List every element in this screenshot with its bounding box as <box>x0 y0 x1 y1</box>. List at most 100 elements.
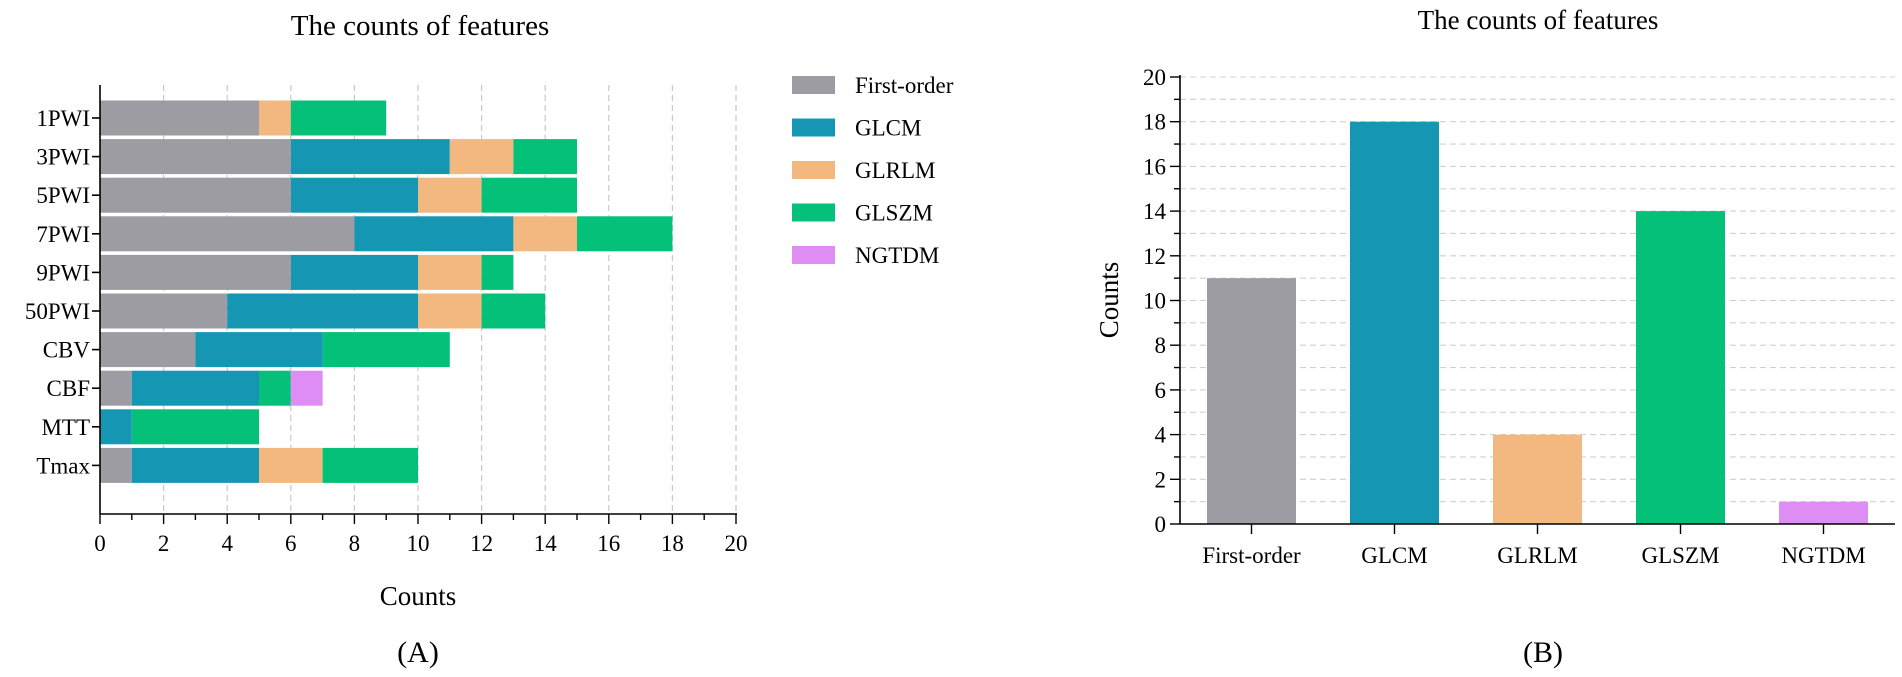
bar-7pwi-glcm <box>354 216 514 252</box>
bar-cbv-glszm <box>322 332 450 368</box>
legend-swatch-first-order <box>792 76 835 94</box>
panel-a-y-tick-label: 7PWI <box>36 222 90 247</box>
bar-mtt-glszm <box>131 409 259 445</box>
legend-swatch-glcm <box>792 118 835 137</box>
panel-b-x-tick-label: First-order <box>1202 543 1301 568</box>
bar-50pwi-glrlm <box>418 293 482 329</box>
bar-3pwi-glszm <box>513 139 577 175</box>
legend-label-glcm: GLCM <box>855 116 921 141</box>
panel-a-x-tick-label: 0 <box>94 531 106 556</box>
legend-label-ngtdm: NGTDM <box>855 243 939 268</box>
bar-50pwi-glszm <box>481 293 546 329</box>
bar-glcm <box>1350 121 1439 524</box>
legend: First-order GLCM GLRLM GLSZM NGTDM <box>792 73 954 268</box>
panel-a-x-tick-label: 4 <box>221 531 233 556</box>
bar-50pwi-first-order <box>100 293 228 329</box>
panel-a-y-ticks: 1PWI 3PWI 5PWI 7PWI 9PWI 50PWI CBV CBF MTT Tmax <box>25 106 100 478</box>
bar-3pwi-glrlm <box>449 139 514 175</box>
panel-a-title: The counts of features <box>291 10 549 42</box>
bar-50pwi-glcm <box>227 293 418 329</box>
bar-glszm <box>1636 211 1725 524</box>
panel-b-gridlines <box>1180 76 1895 503</box>
bar-cbv-first-order <box>100 332 196 368</box>
panel-a-x-tick-label: 16 <box>597 531 620 556</box>
panel-a-x-tick-label: 12 <box>470 531 493 556</box>
bar-1pwi-first-order <box>100 100 259 136</box>
panel-a-y-tick-label: CBF <box>47 376 90 401</box>
bar-3pwi-glcm <box>290 139 450 175</box>
panel-a-bars <box>100 100 673 483</box>
panel-a-y-tick-label: CBV <box>43 338 91 363</box>
panel-b-x-tick-label: NGTDM <box>1781 543 1865 568</box>
panel-b-y-axis-label: Counts <box>1094 262 1124 339</box>
panel-a-x-axis-label: Counts <box>380 581 457 611</box>
bar-7pwi-glszm <box>577 216 673 252</box>
bar-cbf-glcm <box>131 370 259 406</box>
panel-b-y-tick-label: 18 <box>1143 110 1166 135</box>
panel-b-y-tick-label: 20 <box>1143 65 1166 90</box>
panel-a-y-tick-label: 1PWI <box>36 106 90 131</box>
bar-1pwi-glszm <box>290 100 387 136</box>
panel-a-x-tick-label: 6 <box>285 531 297 556</box>
bar-5pwi-glrlm <box>418 177 482 213</box>
panel-b-x-tick-label: GLSZM <box>1642 543 1720 568</box>
panel-a-y-tick-label: 3PWI <box>36 145 90 170</box>
bar-5pwi-first-order <box>100 177 291 213</box>
panel-b-y-tick-label: 6 <box>1155 378 1167 403</box>
panel-b-x-tick-label: GLRLM <box>1497 543 1578 568</box>
panel-a-y-tick-label: MTT <box>41 415 90 440</box>
panel-b-label: (B) <box>1523 636 1563 669</box>
bar-first-order <box>1207 278 1296 524</box>
bar-cbf-first-order <box>100 370 132 406</box>
legend-label-glszm: GLSZM <box>855 201 933 226</box>
legend-label-glrlm: GLRLM <box>855 158 936 183</box>
bar-ngtdm <box>1779 501 1868 524</box>
panel-a-x-ticks: 0 2 4 6 8 10 12 14 16 18 20 <box>94 514 748 556</box>
panel-a-label: (A) <box>397 636 439 669</box>
bar-7pwi-first-order <box>100 216 355 252</box>
bar-3pwi-first-order <box>100 139 291 175</box>
bar-5pwi-glszm <box>481 177 577 213</box>
bar-1pwi-glrlm <box>259 100 291 136</box>
bar-9pwi-glszm <box>481 254 514 290</box>
bar-cbf-glszm <box>259 370 291 406</box>
panel-b-bars <box>1207 121 1868 524</box>
bar-9pwi-first-order <box>100 254 291 290</box>
bar-cbf-ngtdm <box>290 370 323 406</box>
panel-b-y-ticks: 0 2 4 6 8 10 12 14 16 18 20 <box>1143 65 1180 537</box>
panel-a-x-tick-label: 20 <box>725 531 748 556</box>
legend-label-first-order: First-order <box>855 73 954 98</box>
bar-tmax-glszm <box>322 447 418 483</box>
bar-7pwi-glrlm <box>513 216 577 252</box>
panel-b-y-tick-label: 0 <box>1155 512 1167 537</box>
panel-a-x-tick-label: 2 <box>158 531 170 556</box>
panel-a-y-tick-label: Tmax <box>36 453 90 478</box>
panel-a-x-tick-label: 18 <box>661 531 684 556</box>
panel-a-y-tick-label: 5PWI <box>36 183 90 208</box>
bar-tmax-first-order <box>100 447 132 483</box>
panel-a-x-tick-label: 10 <box>407 531 430 556</box>
panel-b-x-tick-label: GLCM <box>1361 543 1427 568</box>
panel-b-y-tick-label: 4 <box>1155 423 1167 448</box>
panel-a-y-tick-label: 9PWI <box>36 260 90 285</box>
bar-tmax-glcm <box>131 447 259 483</box>
legend-swatch-glszm <box>792 203 835 222</box>
legend-swatch-glrlm <box>792 161 835 179</box>
bar-5pwi-glcm <box>290 177 418 213</box>
panel-a-x-tick-label: 14 <box>534 531 558 556</box>
panel-b-x-ticks: First-order GLCM GLRLM GLSZM NGTDM <box>1202 524 1866 568</box>
panel-b-y-tick-label: 10 <box>1143 289 1166 314</box>
panel-b-y-tick-label: 14 <box>1143 199 1167 224</box>
panel-a-y-tick-label: 50PWI <box>25 299 90 324</box>
panel-b-title: The counts of features <box>1418 5 1659 35</box>
panel-a-horizontal-stacked-bar-chart: The counts of features 1PWI 3PWI 5PWI 7PWI 9… <box>25 10 954 669</box>
legend-swatch-ngtdm <box>792 246 835 264</box>
bar-cbv-glcm <box>195 332 323 368</box>
panel-b-y-tick-label: 8 <box>1155 333 1167 358</box>
bar-mtt-glcm <box>100 409 132 445</box>
bar-9pwi-glcm <box>290 254 418 290</box>
panel-b-y-tick-label: 12 <box>1143 244 1166 269</box>
bar-tmax-glrlm <box>259 447 323 483</box>
panel-b-y-tick-label: 16 <box>1143 154 1166 179</box>
